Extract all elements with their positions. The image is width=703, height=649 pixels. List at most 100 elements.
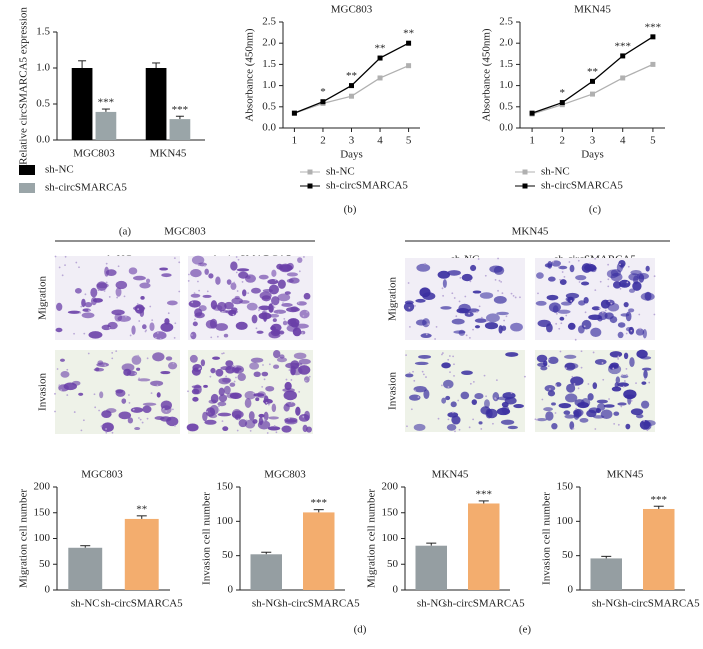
pore <box>635 382 637 385</box>
cell <box>437 270 451 279</box>
pore <box>485 395 487 398</box>
cell <box>217 401 227 407</box>
pore <box>646 429 649 432</box>
pore <box>79 311 82 314</box>
cell <box>547 390 556 397</box>
pore <box>412 370 414 373</box>
cell <box>271 269 277 278</box>
y-tick-label: 50 <box>387 558 399 570</box>
cell <box>405 373 414 378</box>
cell <box>441 362 451 369</box>
cell <box>597 403 606 411</box>
pore <box>60 389 63 391</box>
cell <box>56 302 63 311</box>
cell <box>229 382 236 387</box>
cell <box>422 292 436 301</box>
cell <box>623 301 629 308</box>
cell <box>191 385 202 389</box>
pore <box>480 316 483 319</box>
cell <box>617 382 630 387</box>
pore <box>417 396 420 399</box>
legend-swatch <box>19 165 35 175</box>
y-tick-label: 150 <box>217 481 234 493</box>
pore <box>534 418 537 421</box>
cell <box>478 421 483 425</box>
pore <box>58 266 61 269</box>
pore <box>236 290 239 292</box>
cell <box>474 318 487 323</box>
cell <box>59 358 65 362</box>
pore <box>583 325 586 328</box>
pore <box>116 296 119 299</box>
pore <box>146 417 149 420</box>
x-tick-label: 5 <box>406 135 412 147</box>
cell <box>617 331 624 339</box>
cell <box>121 398 127 404</box>
pore <box>453 374 455 377</box>
pore <box>494 397 497 400</box>
cell <box>567 322 576 330</box>
pore <box>235 376 237 379</box>
pore <box>494 278 497 281</box>
row-label: Migration <box>387 277 399 321</box>
pore <box>570 300 573 302</box>
cell <box>420 333 432 339</box>
y-tick-label: 1.5 <box>262 58 276 70</box>
pore <box>630 329 633 332</box>
cell <box>200 359 206 367</box>
pore <box>78 266 80 269</box>
bar <box>145 68 167 140</box>
cell <box>415 298 426 303</box>
pore <box>617 423 620 426</box>
y-tick-label: 1.5 <box>36 26 50 38</box>
pore <box>619 287 622 290</box>
pore <box>123 295 126 298</box>
pore <box>565 314 568 317</box>
cell <box>99 391 104 399</box>
pore <box>584 311 587 314</box>
cell <box>248 411 255 421</box>
cell <box>166 300 178 306</box>
bar <box>95 111 117 140</box>
pore <box>136 303 139 305</box>
pore <box>198 368 201 370</box>
pore <box>194 318 196 321</box>
cell <box>236 268 250 272</box>
cell <box>623 352 629 360</box>
cell <box>127 417 134 424</box>
cell <box>581 263 592 273</box>
pore <box>255 327 258 330</box>
pore <box>290 379 293 381</box>
cell <box>284 291 291 295</box>
pore <box>607 285 610 288</box>
pore <box>146 357 149 360</box>
pore <box>137 308 140 311</box>
pore <box>174 322 177 325</box>
row-label: Migration <box>37 276 49 320</box>
significance: * <box>320 86 326 98</box>
cell <box>224 301 234 310</box>
bar <box>124 518 159 590</box>
pore <box>575 407 578 410</box>
pore <box>409 325 411 328</box>
pore <box>138 377 141 380</box>
cell <box>267 279 279 285</box>
cell <box>218 387 225 396</box>
bar <box>468 503 500 590</box>
cell <box>159 267 169 271</box>
pore <box>638 313 641 316</box>
pore <box>93 393 96 396</box>
marker <box>590 91 595 97</box>
cell <box>470 264 477 272</box>
cell <box>153 331 167 340</box>
pore <box>571 375 574 378</box>
pore <box>272 303 274 306</box>
pore <box>210 336 213 339</box>
cell <box>238 419 248 428</box>
y-tick-label: 150 <box>34 506 51 518</box>
cell <box>451 318 465 325</box>
bar <box>169 119 191 140</box>
cell <box>629 357 635 368</box>
cell <box>156 392 161 398</box>
cell <box>114 313 123 322</box>
